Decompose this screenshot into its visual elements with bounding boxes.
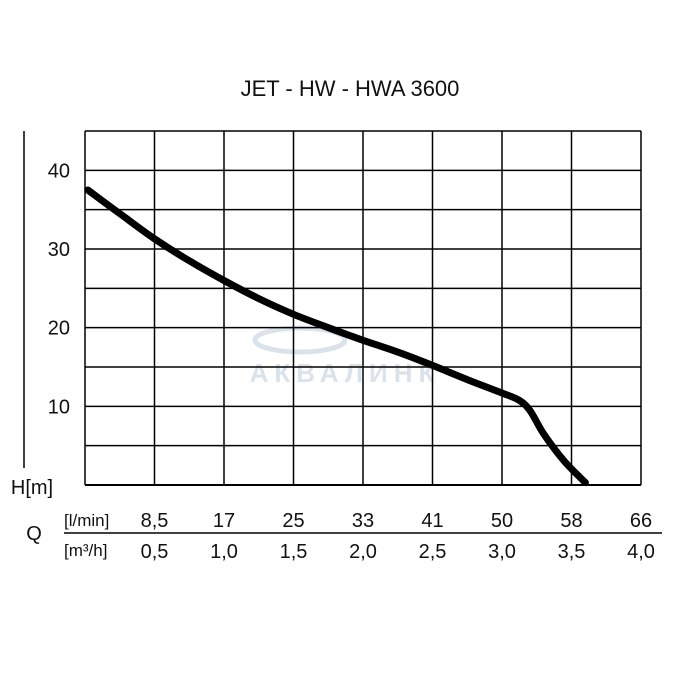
x-tick-label-lmin: 17: [213, 510, 235, 532]
y-tick-label: 10: [48, 396, 70, 418]
pump-curve-line: [84, 186, 589, 487]
grid: [85, 130, 642, 485]
watermark-text: АКВАЛИНК: [250, 358, 441, 388]
y-tick-labels: 10 20 30 40: [48, 160, 70, 418]
y-axis-label: H[m]: [11, 477, 53, 499]
x-axis-label: Q: [26, 523, 42, 545]
x-tick-label-lmin: 58: [560, 510, 582, 532]
y-tick-label: 40: [48, 160, 70, 182]
x-tick-label-lmin: 41: [421, 510, 443, 532]
x-tick-label-lmin: 66: [630, 510, 652, 532]
x-tick-label-m3h: 1,0: [210, 541, 238, 563]
x-tick-label-lmin: 25: [282, 510, 304, 532]
y-tick-label: 20: [48, 318, 70, 340]
x-tick-label-lmin: 50: [491, 510, 513, 532]
x-tick-label-lmin: 33: [352, 510, 374, 532]
x-unit-lmin: [l/min]: [64, 511, 109, 530]
x-tick-label-m3h: 2,0: [349, 541, 377, 563]
x-tick-label-m3h: 0,5: [141, 541, 169, 563]
x-tick-label-m3h: 2,5: [419, 541, 447, 563]
x-unit-m3h: [m³/h]: [64, 541, 107, 560]
x-tick-labels: 8,5 0,5 17 1,0 25 1,5 33 2,0 41 2,5 50 3,0 58 3,5 66 4,…: [141, 510, 655, 563]
x-tick-label-m3h: 3,0: [488, 541, 516, 563]
x-tick-label-m3h: 1,5: [280, 541, 308, 563]
x-tick-label-m3h: 4,0: [627, 541, 655, 563]
y-tick-label: 30: [48, 239, 70, 261]
x-tick-label-lmin: 8,5: [141, 510, 169, 532]
chart-title: JET - HW - HWA 3600: [241, 76, 460, 101]
x-tick-label-m3h: 3,5: [558, 541, 586, 563]
